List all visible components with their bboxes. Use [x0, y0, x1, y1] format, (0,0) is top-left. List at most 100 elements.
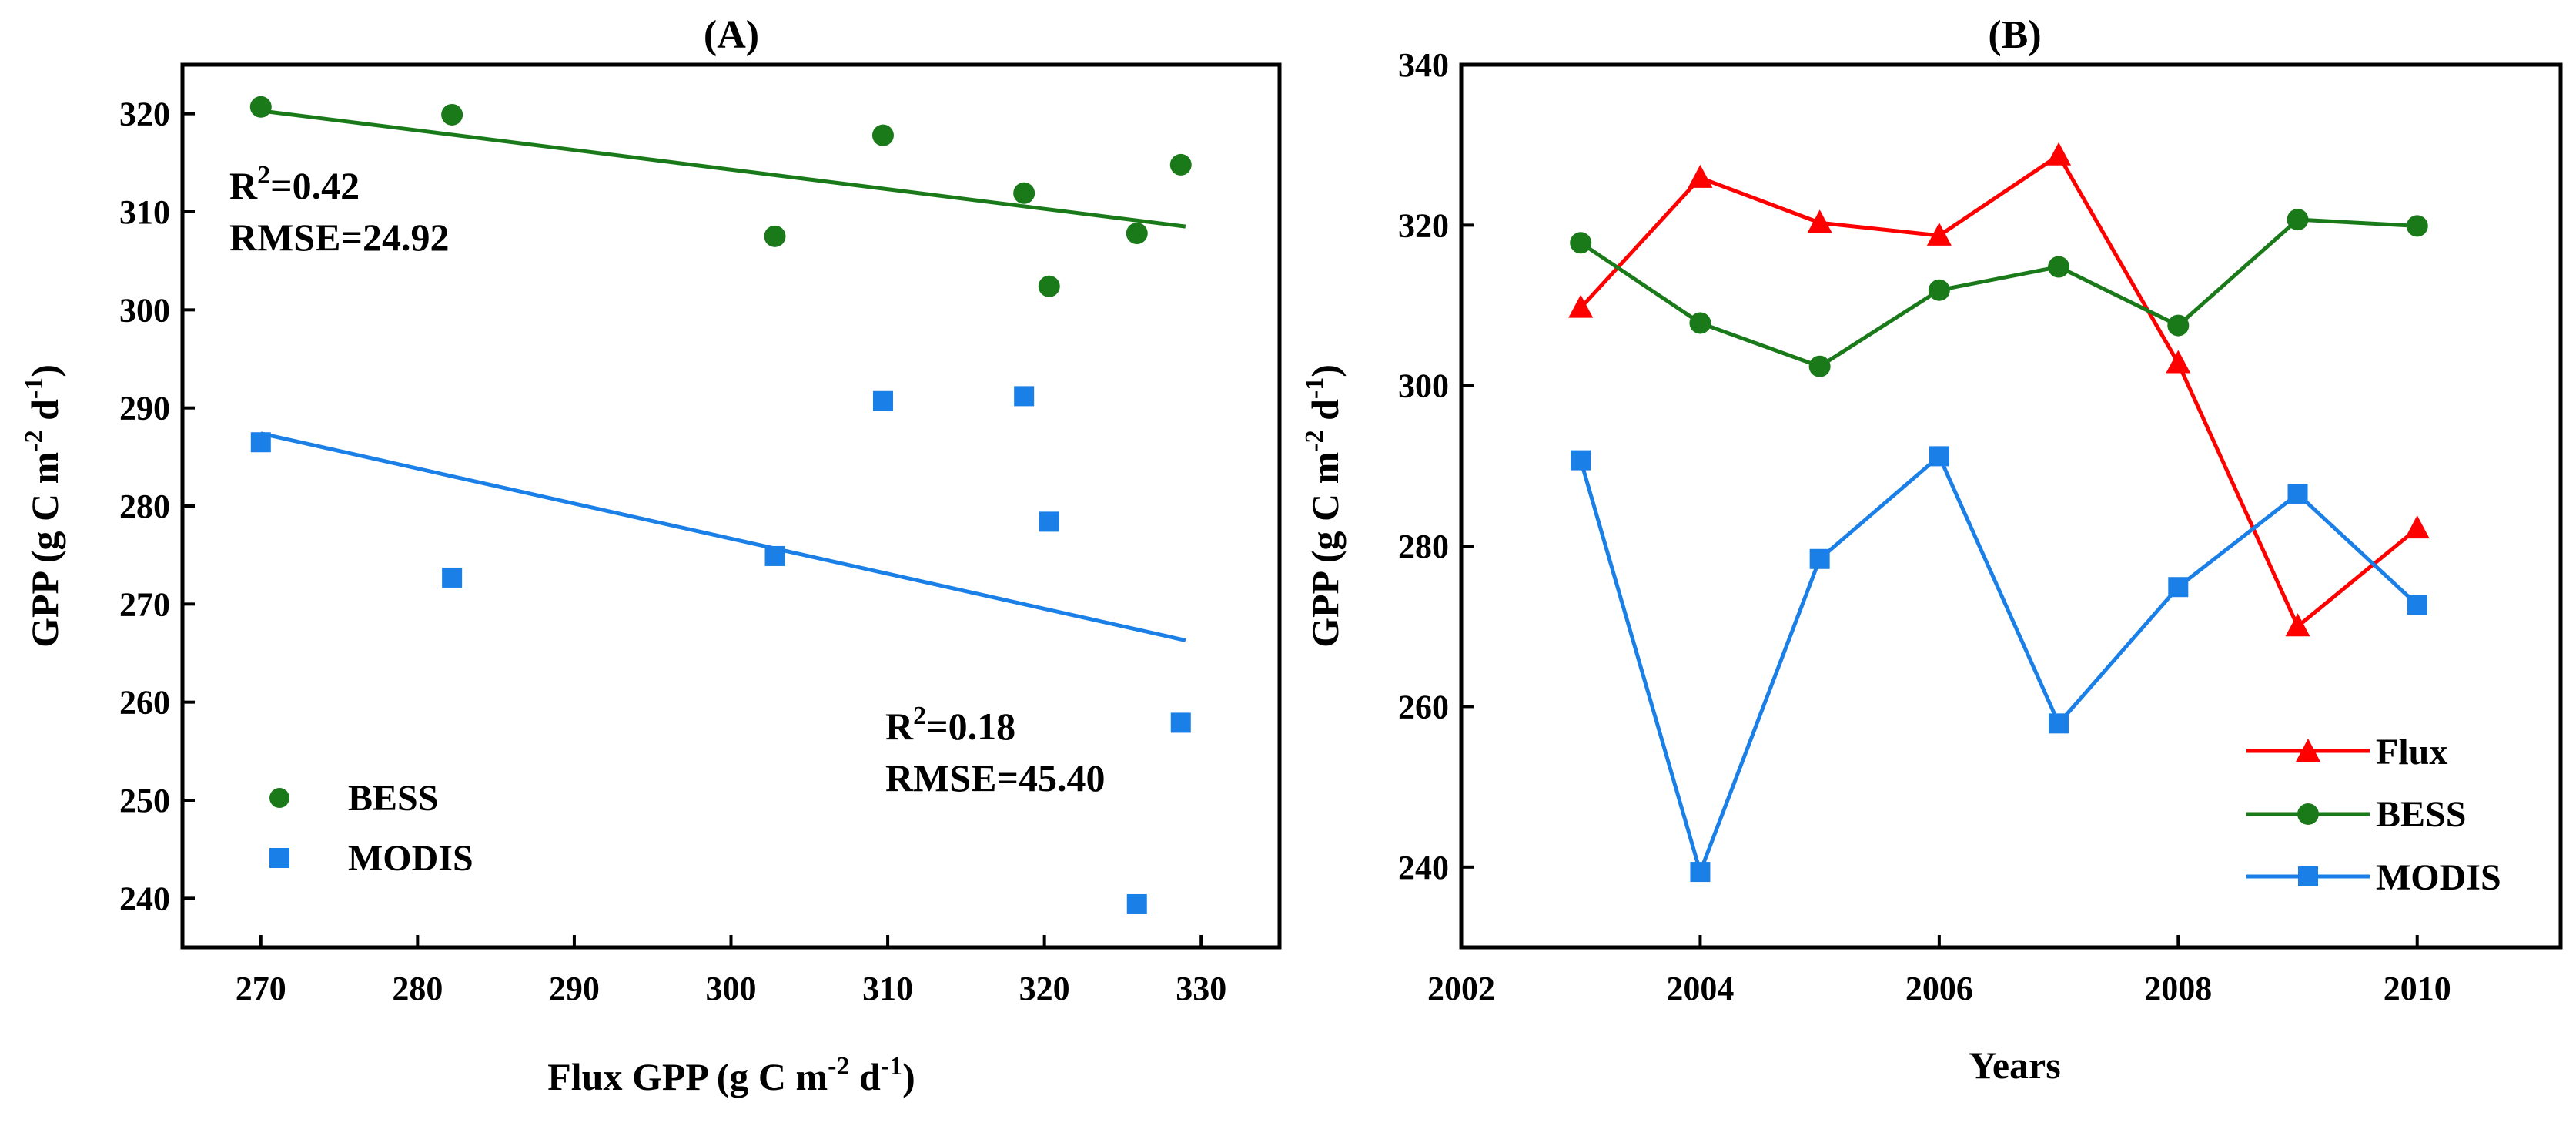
panel-a-y-label: GPP (g C m-2 d-1): [20, 364, 66, 648]
bess-point: [1126, 223, 1148, 245]
bess-point: [1013, 182, 1035, 204]
modis-series-point: [1929, 446, 1949, 467]
modis-r2-annotation: R2=0.18: [885, 702, 1015, 748]
modis-rmse-annotation: RMSE=45.40: [885, 756, 1105, 799]
bess-series-point: [2287, 209, 2309, 231]
bess-point: [871, 124, 894, 146]
panel-b-y-tick-label: 280: [1398, 528, 1449, 565]
flux-series-point: [1926, 222, 1952, 246]
legend-a-modis-marker: [269, 848, 289, 868]
panel-a-x-tick-label: 310: [862, 970, 913, 1007]
panel-b-y-tick-label: 300: [1398, 367, 1449, 405]
bess-point: [764, 225, 786, 247]
bess-series-point: [2048, 256, 2070, 278]
panel-a-x-tick-label: 330: [1176, 970, 1226, 1007]
panel-b-x-ticks: 2002 2004 2006 2008 2010: [1427, 935, 2451, 1007]
modis-point: [872, 390, 893, 411]
panel-b-x-tick-label: 2002: [1427, 970, 1495, 1007]
panel-b-y-tick-label: 340: [1398, 46, 1449, 84]
panel-a-x-tick-label: 300: [706, 970, 757, 1007]
modis-series-point: [2049, 713, 2069, 734]
bess-series-point: [1570, 232, 1592, 254]
bess-point: [249, 96, 272, 118]
panel-a-y-tick-label: 270: [119, 585, 170, 623]
flux-series-point: [2046, 142, 2072, 166]
modis-series-point: [1809, 548, 1830, 569]
flux-series-line: [1579, 152, 2419, 630]
modis-point: [250, 432, 271, 453]
panel-b-x-tick-label: 2008: [2144, 970, 2212, 1007]
panel-b-x-tick-label: 2006: [1905, 970, 1973, 1007]
bess-point: [1169, 153, 1192, 176]
legend-a-modis-label: MODIS: [348, 838, 473, 879]
panel-b-title: (B): [1988, 13, 2041, 57]
bess-series-line: [1579, 217, 2417, 369]
modis-series-point: [2407, 595, 2427, 615]
panel-a: (A) 270 280 290 300 310 320 330 240 250 260 270 28…: [20, 13, 1282, 1098]
panel-a-x-tick-label: 270: [236, 970, 286, 1007]
panel-b-y-ticks: 240 260 280 300 320 340: [1398, 46, 1474, 886]
modis-point: [1039, 511, 1059, 532]
modis-series-point: [2168, 577, 2189, 598]
flux-series-point: [2166, 350, 2191, 374]
bess-series-point: [2406, 215, 2428, 237]
modis-point: [764, 545, 785, 566]
bess-r2-annotation: R2=0.42: [229, 161, 360, 207]
legend-b-flux-label: Flux: [2376, 732, 2447, 772]
flux-series-point: [2285, 613, 2310, 637]
panel-b-frame: [1459, 62, 2563, 950]
panel-a-y-tick-label: 300: [119, 291, 170, 329]
legend-b-bess-marker: [2297, 803, 2319, 825]
modis-point: [1170, 712, 1191, 733]
panel-a-x-tick-label: 280: [392, 970, 443, 1007]
bess-rmse-annotation: RMSE=24.92: [229, 216, 449, 259]
panel-a-y-tick-label: 310: [119, 193, 170, 231]
legend-b-modis-marker: [2298, 866, 2318, 886]
panel-b-legend: Flux BESS MODIS: [2246, 732, 2501, 898]
flux-series-point: [1807, 209, 1832, 233]
panel-a-y-tick-label: 290: [119, 390, 170, 427]
panel-a-y-tick-label: 260: [119, 684, 170, 722]
modis-series-line: [1578, 453, 2419, 878]
panel-a-x-tick-label: 320: [1019, 970, 1070, 1007]
panel-b-x-label: Years: [1969, 1044, 2060, 1087]
panel-b-x-tick-label: 2004: [1666, 970, 1734, 1007]
bess-series-point: [1808, 355, 1831, 377]
legend-b-modis-label: MODIS: [2376, 857, 2501, 898]
bess-point: [1038, 275, 1060, 297]
flux-series-point: [1688, 164, 1713, 188]
panel-b-y-tick-label: 240: [1398, 849, 1449, 886]
modis-series-point: [1571, 450, 1591, 471]
panel-a-legend: BESS MODIS: [269, 778, 473, 879]
legend-a-bess-marker: [269, 788, 289, 808]
panel-b: (B) 2002 2004 2006 2008 2010 240 260 280 300 320…: [1300, 13, 2563, 1087]
panel-b-series: [1568, 142, 2430, 883]
bess-series-point: [2167, 314, 2190, 337]
panel-b-x-tick-label: 2010: [2384, 970, 2451, 1007]
bess-point: [441, 103, 463, 126]
panel-b-y-tick-label: 260: [1398, 688, 1449, 726]
modis-point: [1126, 893, 1147, 914]
panel-a-fit-lines: [260, 109, 1186, 642]
legend-b-flux-marker: [2296, 739, 2320, 762]
panel-a-x-tick-label: 290: [549, 970, 600, 1007]
modis-point: [1014, 386, 1035, 407]
panel-a-y-tick-label: 280: [119, 488, 170, 525]
legend-b-bess-label: BESS: [2376, 794, 2466, 835]
panel-a-y-tick-label: 250: [119, 782, 170, 819]
modis-point: [442, 567, 463, 588]
panel-b-y-label: GPP (g C m-2 d-1): [1300, 364, 1347, 648]
panel-a-y-tick-label: 240: [119, 880, 170, 917]
modis-fit-line: [260, 431, 1186, 642]
modis-series-point: [2287, 484, 2308, 504]
panel-a-y-ticks: 240 250 260 270 280 290 300 310 320: [119, 96, 195, 917]
panel-a-x-ticks: 270 280 290 300 310 320 330: [236, 935, 1226, 1007]
legend-a-bess-label: BESS: [348, 778, 438, 819]
panel-a-points: [249, 96, 1192, 914]
panel-a-title: (A): [704, 13, 759, 57]
flux-series-point: [1568, 294, 1594, 318]
bess-fit-line: [260, 109, 1186, 229]
panel-b-y-tick-label: 320: [1398, 206, 1449, 244]
panel-a-y-tick-label: 320: [119, 96, 170, 133]
